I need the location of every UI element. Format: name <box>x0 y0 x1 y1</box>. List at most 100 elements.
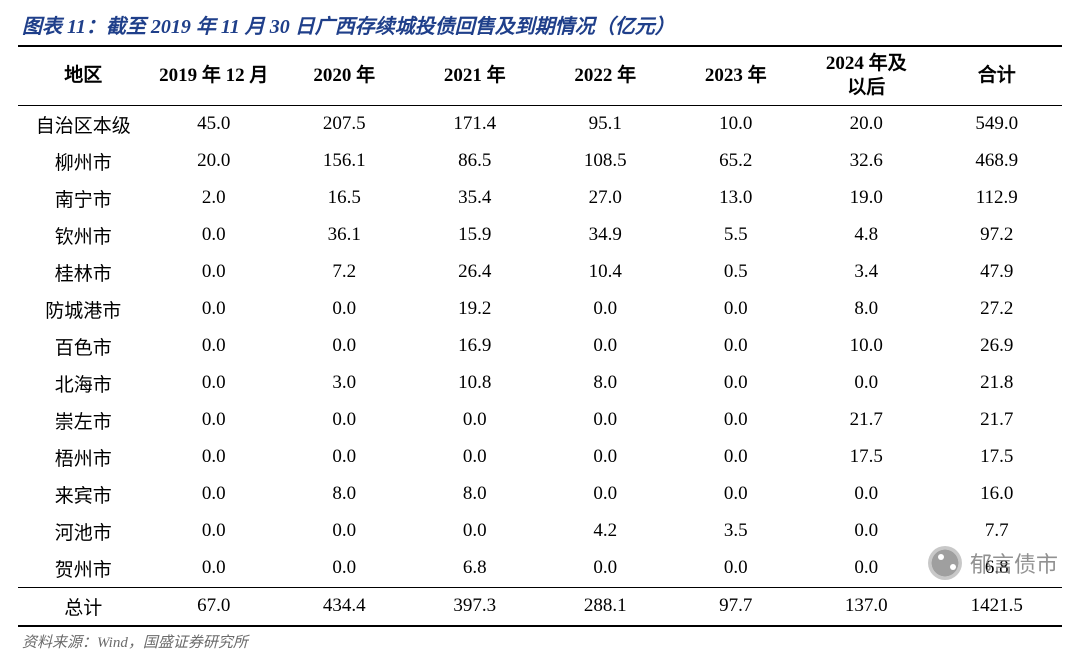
value-cell: 7.2 <box>279 254 410 291</box>
value-cell: 86.5 <box>410 143 541 180</box>
value-cell: 0.0 <box>279 402 410 439</box>
value-cell: 8.0 <box>540 365 671 402</box>
value-cell: 4.2 <box>540 513 671 550</box>
total-value: 67.0 <box>149 587 280 626</box>
value-cell: 27.0 <box>540 180 671 217</box>
watermark: 郁言债市 <box>928 546 1058 580</box>
value-cell: 26.9 <box>932 328 1063 365</box>
region-cell: 自治区本级 <box>18 105 149 143</box>
value-cell: 0.0 <box>279 291 410 328</box>
value-cell: 0.0 <box>279 328 410 365</box>
table-row: 贺州市0.00.06.80.00.00.06.8 <box>18 550 1062 588</box>
value-cell: 95.1 <box>540 105 671 143</box>
value-cell: 7.7 <box>932 513 1063 550</box>
region-cell: 北海市 <box>18 365 149 402</box>
value-cell: 34.9 <box>540 217 671 254</box>
region-cell: 贺州市 <box>18 550 149 588</box>
watermark-text: 郁言债市 <box>970 547 1058 579</box>
value-cell: 0.0 <box>149 513 280 550</box>
value-cell: 0.0 <box>410 402 541 439</box>
value-cell: 0.0 <box>279 550 410 588</box>
value-cell: 0.0 <box>671 550 802 588</box>
value-cell: 0.0 <box>149 291 280 328</box>
value-cell: 156.1 <box>279 143 410 180</box>
value-cell: 21.7 <box>801 402 932 439</box>
chart-title: 图表 11：截至 2019 年 11 月 30 日广西存续城投债回售及到期情况（… <box>18 10 1062 45</box>
value-cell: 21.7 <box>932 402 1063 439</box>
value-cell: 549.0 <box>932 105 1063 143</box>
value-cell: 45.0 <box>149 105 280 143</box>
table-row: 自治区本级45.0207.5171.495.110.020.0549.0 <box>18 105 1062 143</box>
value-cell: 0.0 <box>801 476 932 513</box>
value-cell: 3.4 <box>801 254 932 291</box>
value-cell: 0.0 <box>279 513 410 550</box>
value-cell: 27.2 <box>932 291 1063 328</box>
table-row: 桂林市0.07.226.410.40.53.447.9 <box>18 254 1062 291</box>
region-cell: 南宁市 <box>18 180 149 217</box>
value-cell: 10.0 <box>801 328 932 365</box>
value-cell: 10.8 <box>410 365 541 402</box>
value-cell: 16.5 <box>279 180 410 217</box>
table-row: 防城港市0.00.019.20.00.08.027.2 <box>18 291 1062 328</box>
table-row: 钦州市0.036.115.934.95.54.897.2 <box>18 217 1062 254</box>
value-cell: 0.0 <box>149 217 280 254</box>
value-cell: 20.0 <box>801 105 932 143</box>
table-row: 南宁市2.016.535.427.013.019.0112.9 <box>18 180 1062 217</box>
region-cell: 崇左市 <box>18 402 149 439</box>
value-cell: 0.0 <box>149 476 280 513</box>
value-cell: 2.0 <box>149 180 280 217</box>
total-row: 总计67.0434.4397.3288.197.7137.01421.5 <box>18 587 1062 626</box>
value-cell: 5.5 <box>671 217 802 254</box>
value-cell: 16.0 <box>932 476 1063 513</box>
value-cell: 0.0 <box>801 365 932 402</box>
value-cell: 35.4 <box>410 180 541 217</box>
value-cell: 468.9 <box>932 143 1063 180</box>
col-header: 地区 <box>18 46 149 105</box>
total-value: 397.3 <box>410 587 541 626</box>
value-cell: 8.0 <box>279 476 410 513</box>
value-cell: 171.4 <box>410 105 541 143</box>
value-cell: 0.5 <box>671 254 802 291</box>
value-cell: 0.0 <box>540 550 671 588</box>
value-cell: 32.6 <box>801 143 932 180</box>
table-row: 北海市0.03.010.88.00.00.021.8 <box>18 365 1062 402</box>
table-row: 河池市0.00.00.04.23.50.07.7 <box>18 513 1062 550</box>
value-cell: 0.0 <box>149 328 280 365</box>
value-cell: 19.0 <box>801 180 932 217</box>
col-header: 2022 年 <box>540 46 671 105</box>
value-cell: 4.8 <box>801 217 932 254</box>
region-cell: 梧州市 <box>18 439 149 476</box>
data-table: 地区2019 年 12 月2020 年2021 年2022 年2023 年202… <box>18 45 1062 627</box>
value-cell: 97.2 <box>932 217 1063 254</box>
value-cell: 15.9 <box>410 217 541 254</box>
value-cell: 36.1 <box>279 217 410 254</box>
value-cell: 0.0 <box>671 291 802 328</box>
table-row: 百色市0.00.016.90.00.010.026.9 <box>18 328 1062 365</box>
region-cell: 柳州市 <box>18 143 149 180</box>
value-cell: 108.5 <box>540 143 671 180</box>
value-cell: 0.0 <box>540 439 671 476</box>
total-label: 总计 <box>18 587 149 626</box>
value-cell: 0.0 <box>149 439 280 476</box>
value-cell: 0.0 <box>149 402 280 439</box>
table-header-row: 地区2019 年 12 月2020 年2021 年2022 年2023 年202… <box>18 46 1062 105</box>
value-cell: 13.0 <box>671 180 802 217</box>
wechat-icon <box>928 546 962 580</box>
value-cell: 0.0 <box>801 550 932 588</box>
value-cell: 0.0 <box>671 402 802 439</box>
table-row: 柳州市20.0156.186.5108.565.232.6468.9 <box>18 143 1062 180</box>
region-cell: 来宾市 <box>18 476 149 513</box>
region-cell: 百色市 <box>18 328 149 365</box>
total-value: 288.1 <box>540 587 671 626</box>
value-cell: 0.0 <box>149 254 280 291</box>
value-cell: 6.8 <box>410 550 541 588</box>
col-header: 2020 年 <box>279 46 410 105</box>
col-header: 合计 <box>932 46 1063 105</box>
value-cell: 17.5 <box>801 439 932 476</box>
value-cell: 47.9 <box>932 254 1063 291</box>
value-cell: 0.0 <box>540 476 671 513</box>
col-header: 2019 年 12 月 <box>149 46 280 105</box>
value-cell: 0.0 <box>149 365 280 402</box>
value-cell: 10.0 <box>671 105 802 143</box>
value-cell: 8.0 <box>410 476 541 513</box>
